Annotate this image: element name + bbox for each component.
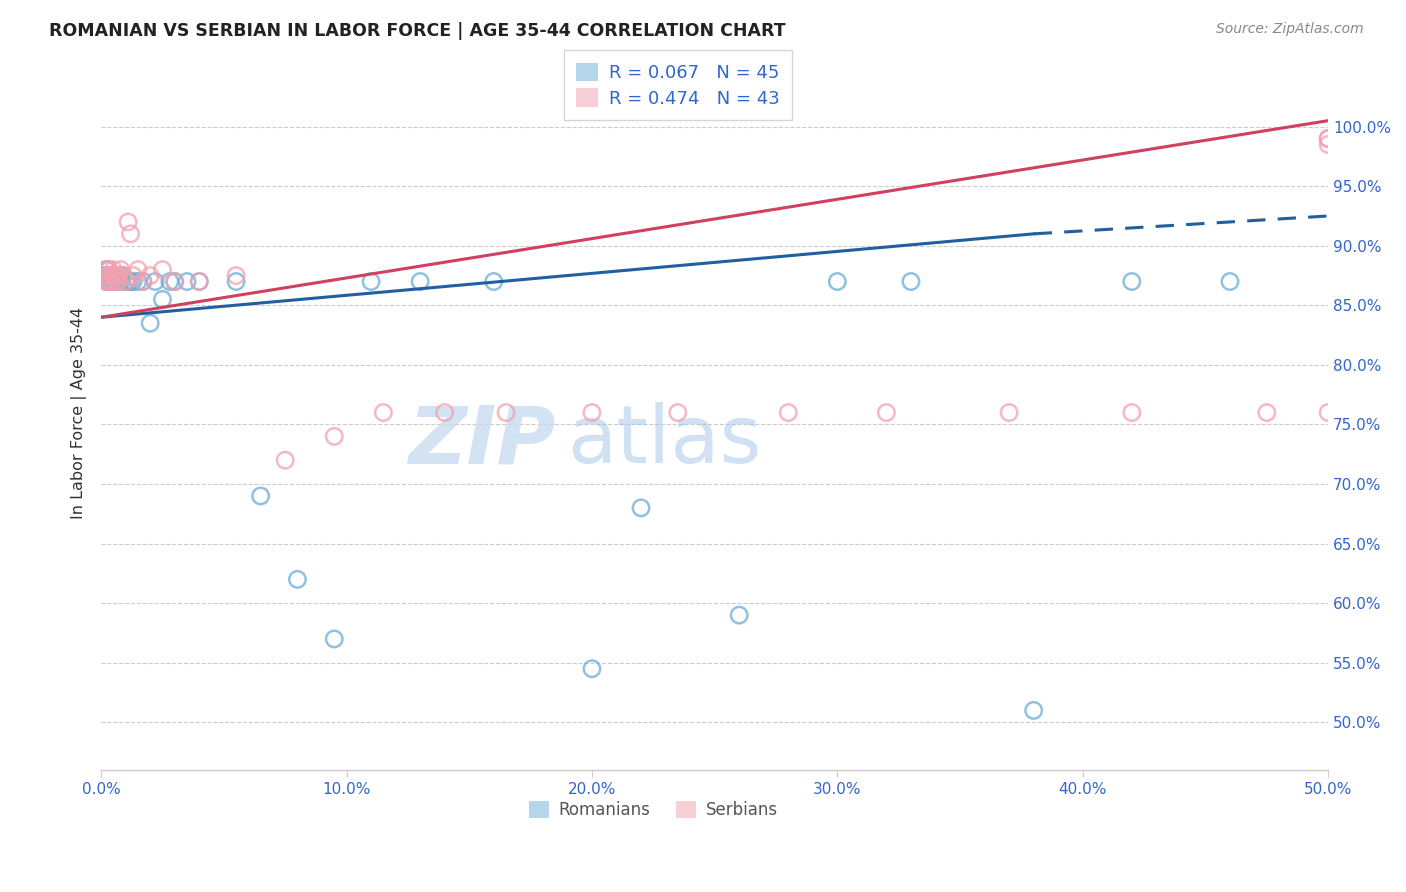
- Point: [581, 662, 603, 676]
- Point: [103, 268, 125, 283]
- Point: [1256, 406, 1278, 420]
- Point: [104, 268, 127, 283]
- Point: [139, 316, 162, 330]
- Point: [110, 268, 132, 283]
- Point: [163, 275, 186, 289]
- Point: [103, 268, 125, 283]
- Point: [323, 429, 346, 443]
- Point: [323, 632, 346, 646]
- Point: [360, 275, 382, 289]
- Point: [373, 406, 395, 420]
- Point: [433, 406, 456, 420]
- Point: [1317, 406, 1340, 420]
- Point: [120, 275, 142, 289]
- Point: [97, 275, 120, 289]
- Point: [94, 262, 117, 277]
- Point: [94, 275, 117, 289]
- Point: [1317, 131, 1340, 145]
- Point: [94, 262, 117, 277]
- Point: [100, 268, 122, 283]
- Point: [122, 275, 145, 289]
- Point: [104, 275, 127, 289]
- Point: [107, 268, 129, 283]
- Point: [1317, 137, 1340, 152]
- Point: [103, 275, 125, 289]
- Point: [97, 262, 120, 277]
- Point: [152, 262, 174, 277]
- Legend: Romanians, Serbians: Romanians, Serbians: [522, 795, 785, 826]
- Point: [728, 608, 751, 623]
- Point: [93, 268, 115, 283]
- Point: [93, 268, 115, 283]
- Point: [287, 573, 309, 587]
- Point: [778, 406, 800, 420]
- Point: [122, 268, 145, 283]
- Point: [127, 275, 149, 289]
- Point: [103, 262, 125, 277]
- Y-axis label: In Labor Force | Age 35-44: In Labor Force | Age 35-44: [72, 307, 87, 518]
- Point: [97, 262, 120, 277]
- Point: [114, 275, 136, 289]
- Point: [139, 268, 162, 283]
- Point: [163, 275, 186, 289]
- Point: [875, 406, 897, 420]
- Point: [249, 489, 271, 503]
- Point: [159, 275, 181, 289]
- Point: [97, 268, 120, 283]
- Point: [900, 275, 922, 289]
- Point: [97, 268, 120, 283]
- Point: [1121, 275, 1143, 289]
- Point: [998, 406, 1021, 420]
- Point: [107, 268, 129, 283]
- Point: [176, 275, 198, 289]
- Point: [225, 275, 247, 289]
- Point: [100, 275, 122, 289]
- Point: [94, 275, 117, 289]
- Point: [274, 453, 297, 467]
- Point: [188, 275, 211, 289]
- Point: [100, 275, 122, 289]
- Point: [482, 275, 505, 289]
- Point: [1022, 703, 1045, 717]
- Point: [143, 275, 166, 289]
- Point: [132, 275, 155, 289]
- Point: [104, 268, 127, 283]
- Point: [100, 268, 122, 283]
- Text: atlas: atlas: [568, 402, 762, 480]
- Point: [152, 293, 174, 307]
- Point: [666, 406, 689, 420]
- Point: [107, 275, 129, 289]
- Point: [112, 268, 135, 283]
- Point: [630, 500, 652, 515]
- Point: [188, 275, 211, 289]
- Point: [409, 275, 432, 289]
- Text: ROMANIAN VS SERBIAN IN LABOR FORCE | AGE 35-44 CORRELATION CHART: ROMANIAN VS SERBIAN IN LABOR FORCE | AGE…: [49, 22, 786, 40]
- Point: [581, 406, 603, 420]
- Point: [110, 262, 132, 277]
- Point: [114, 275, 136, 289]
- Point: [1317, 131, 1340, 145]
- Point: [112, 268, 135, 283]
- Point: [117, 215, 139, 229]
- Text: Source: ZipAtlas.com: Source: ZipAtlas.com: [1216, 22, 1364, 37]
- Point: [107, 275, 129, 289]
- Point: [132, 275, 155, 289]
- Point: [1219, 275, 1241, 289]
- Point: [120, 227, 142, 241]
- Point: [97, 275, 120, 289]
- Point: [104, 275, 127, 289]
- Point: [127, 262, 149, 277]
- Text: ZIP: ZIP: [408, 402, 555, 480]
- Point: [117, 275, 139, 289]
- Point: [827, 275, 849, 289]
- Point: [495, 406, 517, 420]
- Point: [1121, 406, 1143, 420]
- Point: [225, 268, 247, 283]
- Point: [110, 275, 132, 289]
